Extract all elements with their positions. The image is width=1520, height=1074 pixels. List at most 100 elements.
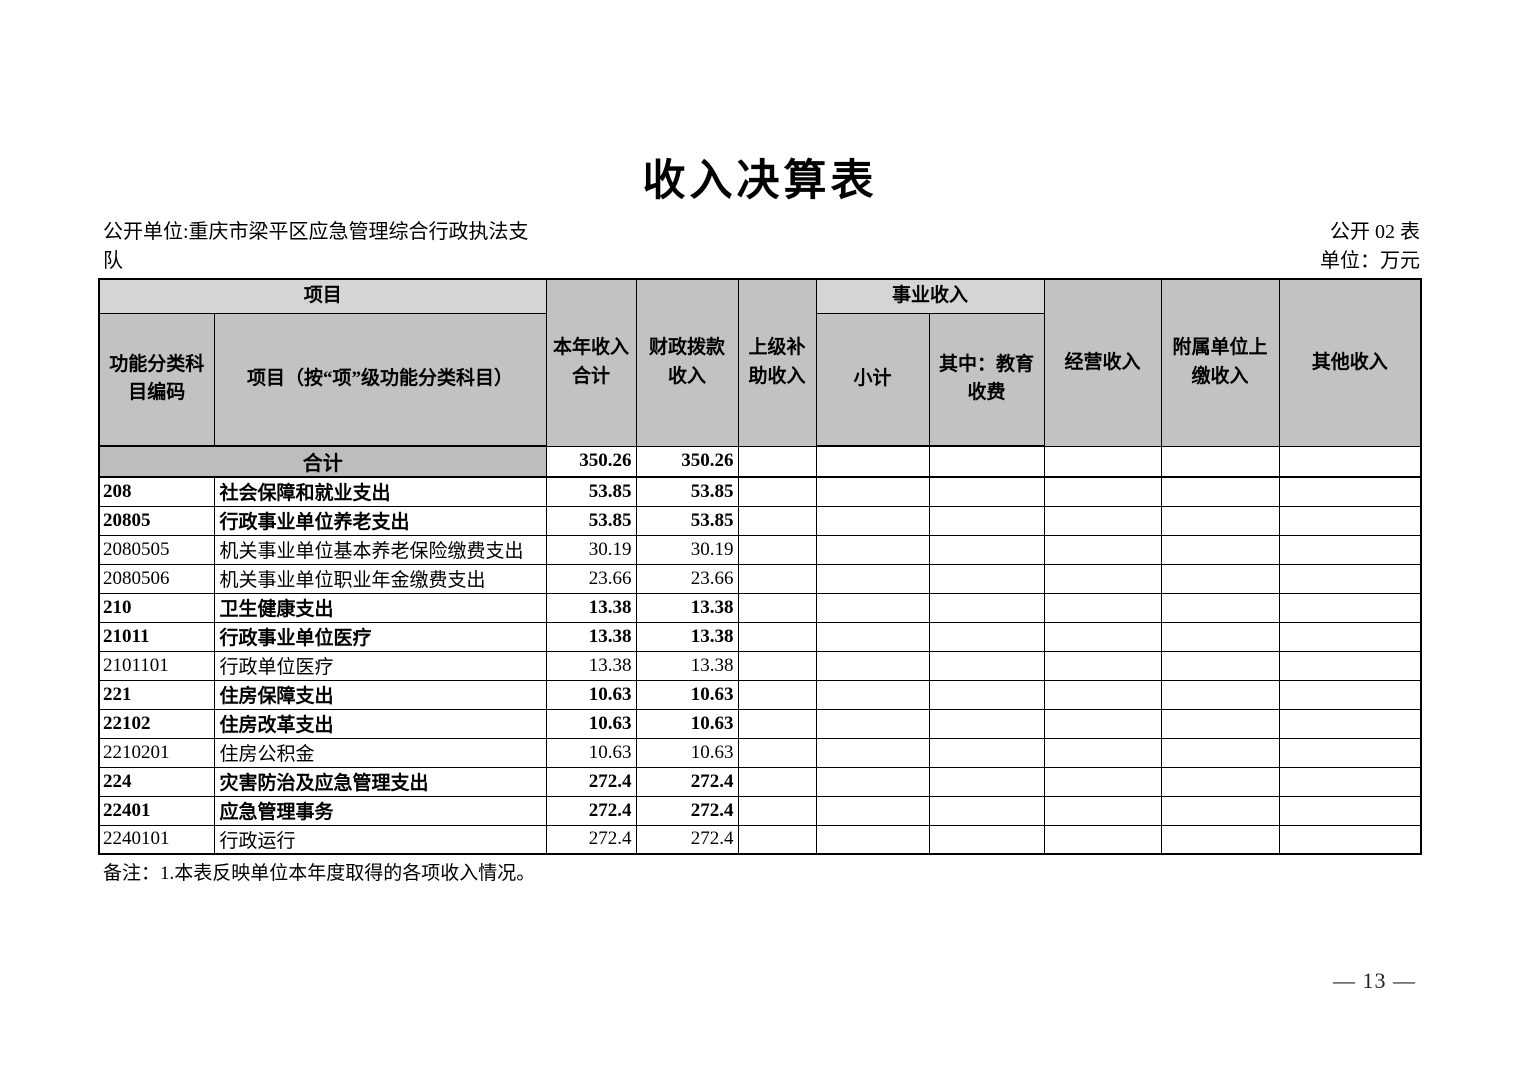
row-project-name: 住房改革支出	[213, 708, 547, 739]
table-code-label: 公开 02 表	[1330, 221, 1420, 243]
total-empty-cell	[815, 445, 930, 478]
row-fiscal-value: 272.4	[635, 824, 739, 855]
table-row: 2210201 住房公积金 10.63 10.63	[98, 737, 1422, 768]
row-code: 2240101	[98, 824, 215, 855]
row-empty-cell	[737, 563, 817, 594]
row-empty-cell	[815, 737, 930, 768]
row-annual-total: 13.38	[545, 592, 637, 623]
row-empty-cell	[815, 534, 930, 565]
row-empty-cell	[815, 592, 930, 623]
row-annual-total: 10.63	[545, 737, 637, 768]
publishing-unit-label: 公开单位:重庆市梁平区应急管理综合行政执法支队	[103, 221, 529, 272]
row-fiscal-value: 13.38	[635, 621, 739, 652]
row-empty-cell	[1043, 708, 1162, 739]
row-empty-cell	[1160, 795, 1280, 826]
row-empty-cell	[1043, 621, 1162, 652]
row-empty-cell	[928, 592, 1045, 623]
row-empty-cell	[737, 679, 817, 710]
row-empty-cell	[815, 824, 930, 855]
row-fiscal-value: 10.63	[635, 708, 739, 739]
row-empty-cell	[1043, 505, 1162, 536]
row-empty-cell	[1278, 679, 1422, 710]
row-empty-cell	[737, 476, 817, 507]
row-empty-cell	[928, 505, 1045, 536]
table-row: 22401 应急管理事务 272.4 272.4	[98, 795, 1422, 826]
total-empty-cell	[1043, 445, 1162, 478]
row-code: 210	[98, 592, 215, 623]
row-empty-cell	[737, 824, 817, 855]
row-code: 22401	[98, 795, 215, 826]
row-annual-total: 10.63	[545, 679, 637, 710]
row-empty-cell	[1278, 650, 1422, 681]
row-project-name: 灾害防治及应急管理支出	[213, 766, 547, 797]
row-empty-cell	[1160, 737, 1280, 768]
table-row: 22102 住房改革支出 10.63 10.63	[98, 708, 1422, 739]
row-empty-cell	[1043, 737, 1162, 768]
row-project-name: 行政单位医疗	[213, 650, 547, 681]
total-empty-cell	[1278, 445, 1422, 478]
row-empty-cell	[1160, 592, 1280, 623]
row-empty-cell	[1043, 476, 1162, 507]
row-empty-cell	[1160, 476, 1280, 507]
table-row: 210 卫生健康支出 13.38 13.38	[98, 592, 1422, 623]
row-code: 224	[98, 766, 215, 797]
row-annual-total: 272.4	[545, 795, 637, 826]
row-empty-cell	[1278, 708, 1422, 739]
row-empty-cell	[928, 650, 1045, 681]
header-fiscal-appropriation: 财政拨款收入	[635, 278, 739, 447]
table-body: 合计 350.26 350.26 208 社会保障和就业支出 53.85 53.85 2…	[98, 445, 1422, 855]
header-row-columns: 功能分类科目编码 项目（按“项”级功能分类科目） 小计 其中：教育收费	[98, 312, 1421, 447]
row-fiscal-value: 23.66	[635, 563, 739, 594]
row-empty-cell	[928, 621, 1045, 652]
table-row: 21011 行政事业单位医疗 13.38 13.38	[98, 621, 1422, 652]
header-superior-subsidy: 上级补助收入	[737, 278, 817, 447]
row-empty-cell	[1160, 621, 1280, 652]
row-empty-cell	[1043, 766, 1162, 797]
row-empty-cell	[815, 650, 930, 681]
row-empty-cell	[1043, 563, 1162, 594]
row-empty-cell	[1278, 505, 1422, 536]
income-statement-table: 项目 本年收入合计 财政拨款收入 上级补助收入 事业收入 经营收入 附属单位上缴…	[98, 278, 1423, 855]
row-fiscal-value: 13.38	[635, 650, 739, 681]
header-function-code: 功能分类科目编码	[98, 312, 215, 447]
row-empty-cell	[1043, 534, 1162, 565]
row-empty-cell	[815, 766, 930, 797]
row-empty-cell	[928, 824, 1045, 855]
row-empty-cell	[928, 476, 1045, 507]
row-empty-cell	[928, 563, 1045, 594]
row-code: 20805	[98, 505, 215, 536]
row-empty-cell	[815, 476, 930, 507]
row-empty-cell	[1160, 650, 1280, 681]
row-fiscal-value: 272.4	[635, 766, 739, 797]
row-empty-cell	[1043, 824, 1162, 855]
row-empty-cell	[737, 737, 817, 768]
table-meta: 公开 02 表 单位：万元	[1320, 218, 1420, 276]
row-fiscal-value: 53.85	[635, 505, 739, 536]
row-empty-cell	[815, 621, 930, 652]
row-empty-cell	[1160, 766, 1280, 797]
row-empty-cell	[737, 534, 817, 565]
row-empty-cell	[928, 679, 1045, 710]
row-empty-cell	[1278, 563, 1422, 594]
table-row: 2080506 机关事业单位职业年金缴费支出 23.66 23.66	[98, 563, 1422, 594]
row-empty-cell	[815, 505, 930, 536]
row-annual-total: 30.19	[545, 534, 637, 565]
row-empty-cell	[737, 795, 817, 826]
row-empty-cell	[737, 766, 817, 797]
row-empty-cell	[1278, 534, 1422, 565]
row-empty-cell	[1043, 795, 1162, 826]
row-annual-total: 10.63	[545, 708, 637, 739]
row-empty-cell	[928, 708, 1045, 739]
header-operating-income: 经营收入	[1043, 278, 1162, 447]
row-empty-cell	[1160, 679, 1280, 710]
grand-total-row: 合计 350.26 350.26	[98, 445, 1422, 478]
total-empty-cell	[1160, 445, 1280, 478]
row-empty-cell	[737, 708, 817, 739]
row-empty-cell	[1043, 650, 1162, 681]
row-empty-cell	[1160, 505, 1280, 536]
header-affiliated-unit-income: 附属单位上缴收入	[1160, 278, 1280, 447]
total-fiscal-value: 350.26	[635, 445, 739, 478]
row-empty-cell	[815, 563, 930, 594]
row-code: 2080505	[98, 534, 215, 565]
